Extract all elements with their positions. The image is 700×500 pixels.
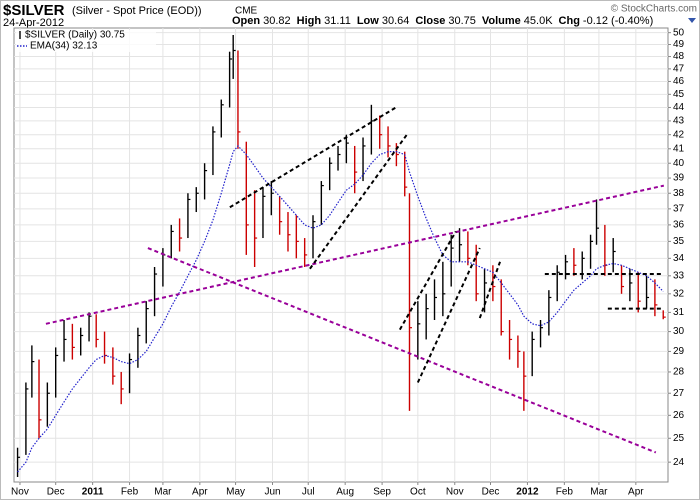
- date: 24-Apr-2012: [3, 17, 64, 29]
- y-tick-label: 40: [673, 158, 685, 169]
- quote-label: Volume: [482, 15, 521, 27]
- trend-line: [416, 247, 481, 383]
- x-tick-label: Dec: [47, 487, 65, 498]
- x-tick-label: May: [226, 487, 245, 498]
- y-tick-label: 31: [673, 307, 685, 318]
- trend-line: [398, 230, 457, 331]
- y-tick-label: 24: [673, 457, 685, 468]
- y-tick-label: 43: [673, 116, 685, 127]
- plot-area: [13, 27, 669, 483]
- quote-label: High: [297, 15, 322, 27]
- x-tick-label: Nov: [11, 487, 29, 498]
- x-tick-label: Apr: [192, 487, 208, 498]
- y-tick-label: 29: [673, 346, 685, 357]
- x-tick-label: Dec: [482, 487, 500, 498]
- exchange: CME: [235, 6, 258, 17]
- y-tick-label: 25: [673, 433, 685, 444]
- x-tick-label: Sep: [373, 487, 391, 498]
- chart-title: $SILVER: [3, 2, 65, 19]
- y-tick-label: 50: [673, 27, 685, 38]
- trend-line: [45, 184, 665, 325]
- x-tick-label: Mar: [154, 487, 172, 498]
- quote-value: -0.12 (-0.40%): [583, 15, 653, 27]
- menu-arrow[interactable]: [688, 18, 696, 23]
- quote-value: 30.82: [263, 15, 291, 27]
- y-tick-label: 33: [673, 270, 685, 281]
- y-tick-label: 47: [673, 64, 685, 75]
- y-tick-label: 30: [673, 326, 685, 337]
- trend-line: [478, 261, 501, 319]
- y-tick-label: 45: [673, 89, 685, 100]
- y-tick-label: 44: [673, 102, 685, 113]
- trend-line: [147, 247, 657, 454]
- legend-background: [16, 30, 156, 52]
- y-tick-label: 38: [673, 188, 685, 199]
- y-tick-label: 37: [673, 204, 685, 215]
- y-tick-label: 27: [673, 388, 685, 399]
- quote-value: 30.75: [448, 15, 476, 27]
- x-tick-label: Nov: [446, 487, 464, 498]
- ema-line: [17, 145, 664, 473]
- y-tick-label: 36: [673, 220, 685, 231]
- legend-label: $SILVER (Daily) 30.75: [25, 30, 125, 41]
- y-tick-label: 46: [673, 76, 685, 87]
- y-tick-label: 26: [673, 410, 685, 421]
- quote-label: Open: [232, 15, 260, 27]
- chart-subtitle: (Silver - Spot Price (EOD)): [72, 5, 202, 17]
- quote-label: Low: [357, 15, 379, 27]
- quote-label: Close: [415, 15, 445, 27]
- y-tick-label: 48: [673, 51, 685, 62]
- legend-label: EMA(34) 32.13: [30, 41, 98, 52]
- x-tick-label: Feb: [556, 487, 574, 498]
- y-tick-label: 35: [673, 236, 685, 247]
- trend-line: [229, 106, 397, 209]
- x-tick-label: Aug: [336, 487, 354, 498]
- x-tick-label: Jul: [302, 487, 315, 498]
- x-tick-label: Oct: [410, 487, 426, 498]
- quote-value: 30.64: [382, 15, 410, 27]
- y-tick-label: 28: [673, 367, 685, 378]
- x-tick-label: Mar: [590, 487, 608, 498]
- quote-value: 31.11: [324, 15, 351, 27]
- y-tick-label: 42: [673, 129, 685, 140]
- y-tick-label: 41: [673, 143, 685, 154]
- x-tick-label: 2012: [516, 487, 539, 498]
- y-tick-label: 34: [673, 253, 685, 264]
- quote-label: Chg: [559, 15, 580, 27]
- watermark: © StockCharts.com: [611, 4, 697, 15]
- y-tick-label: 32: [673, 288, 685, 299]
- quote-value: 45.0K: [524, 15, 553, 27]
- y-tick-label: 49: [673, 39, 685, 50]
- x-tick-label: Apr: [628, 487, 644, 498]
- y-tick-label: 39: [673, 173, 685, 184]
- x-tick-label: 2011: [82, 487, 104, 498]
- x-tick-label: Jun: [264, 487, 280, 498]
- x-tick-label: Feb: [121, 487, 139, 498]
